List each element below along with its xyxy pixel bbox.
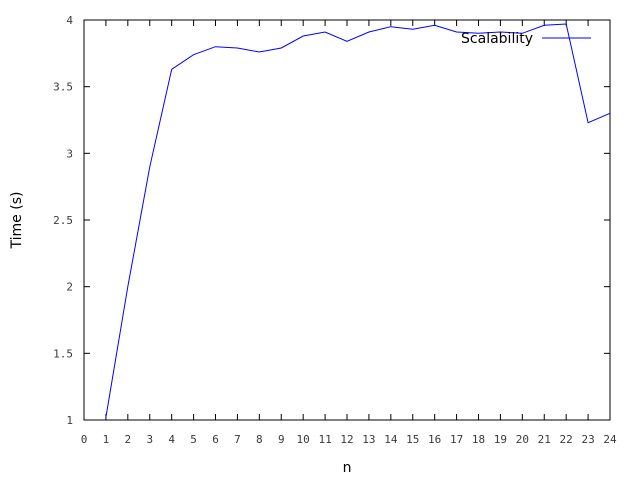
- x-tick-label: 18: [472, 433, 485, 446]
- y-tick-label: 1.5: [53, 347, 73, 360]
- tick-labels-layer: 0 1 2 3 4 5 6 7 8 9 10 11 12 13 14 15 16 17 18 19 20 21 22 23 24…: [53, 14, 617, 446]
- legend-label: Scalability: [461, 31, 533, 47]
- x-tick-label: 3: [146, 433, 153, 446]
- x-tick-label: 7: [234, 433, 241, 446]
- x-tick-label: 22: [560, 433, 573, 446]
- x-tick-label: 11: [318, 433, 331, 446]
- y-tick-label: 2.5: [53, 214, 73, 227]
- x-tick-label: 20: [516, 433, 529, 446]
- x-axis-label: n: [343, 460, 352, 476]
- y-tick-label: 1: [66, 414, 73, 427]
- x-tick-label: 12: [340, 433, 353, 446]
- legend: Scalability: [461, 31, 591, 47]
- x-tick-label: 14: [384, 433, 398, 446]
- series-line-scalability: [105, 23, 611, 418]
- y-axis-label: Time (s): [9, 192, 25, 250]
- x-tick-label: 16: [428, 433, 441, 446]
- x-tick-label: 10: [297, 433, 310, 446]
- x-tick-label: 2: [125, 433, 132, 446]
- y-tick-label: 3.5: [53, 81, 73, 94]
- x-tick-label: 21: [538, 433, 551, 446]
- x-tick-label: 15: [406, 433, 419, 446]
- x-tick-label: 24: [603, 433, 617, 446]
- x-tick-label: 9: [278, 433, 285, 446]
- y-tick-label: 4: [66, 14, 73, 27]
- y-tick-label: 2: [66, 281, 73, 294]
- ticks-layer: [83, 19, 611, 421]
- x-tick-label: 5: [190, 433, 197, 446]
- x-tick-label: 23: [581, 433, 594, 446]
- x-tick-label: 17: [450, 433, 463, 446]
- x-tick-label: 4: [168, 433, 175, 446]
- x-tick-label: 8: [256, 433, 263, 446]
- series-layer: [105, 23, 611, 418]
- x-tick-label: 1: [103, 433, 110, 446]
- x-tick-label: 6: [212, 433, 219, 446]
- plot-frame: [83, 19, 611, 421]
- x-tick-label: 19: [494, 433, 507, 446]
- x-tick-label: 13: [362, 433, 375, 446]
- y-tick-label: 3: [66, 147, 73, 160]
- x-tick-label: 0: [81, 433, 88, 446]
